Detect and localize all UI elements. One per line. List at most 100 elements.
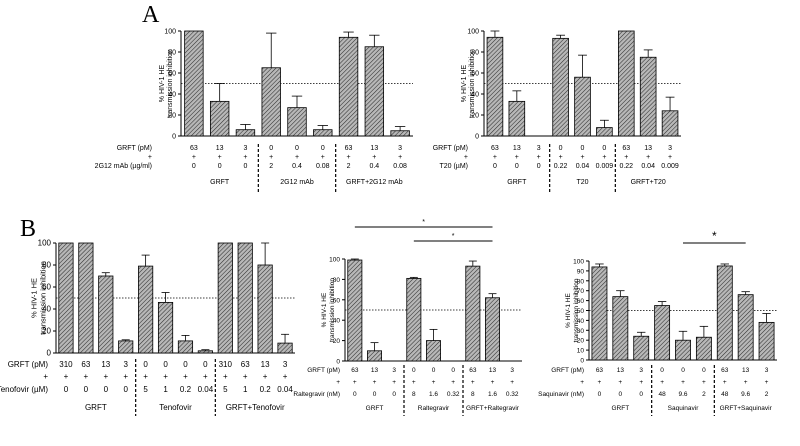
chart4-plus-cell: + — [432, 379, 436, 386]
chart5-bar — [612, 296, 629, 361]
chart3-row-label: Tenofovir (µM) — [0, 385, 48, 394]
chart3-y-tick-label: 0 — [47, 349, 52, 358]
chart5-row-label: GRFT (pM) — [551, 367, 584, 374]
chart3-plus-cell: + — [163, 372, 168, 381]
chart4-row1-cell: 0 — [432, 367, 436, 374]
chart5-y-tick-label: 60 — [577, 298, 585, 305]
chart1-y-tick-label: 60 — [168, 71, 176, 78]
chart1-plus-cell: + — [347, 154, 351, 161]
chart2-plus-cell: + — [537, 154, 541, 161]
chart4-y-axis-label: % HIV-1 HEtransmission inhibition — [321, 278, 336, 342]
chart3-plus-cell: + — [84, 372, 89, 381]
chart1-row1-cell: 13 — [370, 145, 378, 152]
chart5-row1-cell: 63 — [721, 367, 729, 374]
chart4-y-tick-label: 80 — [333, 277, 341, 284]
chart4-bar — [426, 340, 441, 362]
chart4-row2-cell: 0.32 — [506, 391, 519, 398]
chart3-row-plus: + — [43, 372, 48, 381]
chart2-row2-cell: 0.22 — [554, 163, 568, 170]
chart3-row2-cell: 0 — [84, 385, 89, 394]
chart3-row2-cell: 5 — [223, 385, 228, 394]
chart4-plus-cell: + — [510, 379, 514, 386]
chart3-row2-cell: 1 — [163, 385, 168, 394]
chart2-row1-cell: 63 — [622, 145, 630, 152]
chart4-bar — [465, 265, 481, 362]
chart4-group-label: GRFT — [366, 405, 384, 412]
chart5-y-tick-label: 30 — [577, 328, 585, 335]
chart3-row2-cell: 0.2 — [260, 385, 272, 394]
chart1-bar — [209, 100, 230, 137]
chart4-bar — [406, 277, 422, 362]
chart5-plus-cell: + — [660, 379, 664, 386]
chart3-row2-cell: 0 — [123, 385, 128, 394]
chart5-group-label: GRFT+Saquinavir — [720, 405, 773, 412]
chart1-plus-cell: + — [192, 154, 196, 161]
chart3-bar — [118, 340, 134, 354]
chart3-y-tick-label: 20 — [42, 327, 51, 336]
chart1-plus-cell: + — [321, 154, 325, 161]
chart1-row1-cell: 0 — [295, 145, 299, 152]
chart4-row2-cell: 1.6 — [429, 391, 438, 398]
chart1-row1-cell: 0 — [321, 145, 325, 152]
chart2-bar — [639, 56, 657, 137]
chart5-plus-cell: + — [598, 379, 602, 386]
chart3-plus-cell: + — [223, 372, 228, 381]
chart1-row1-cell: 3 — [398, 145, 402, 152]
chart1-row-label: GRFT (pM) — [117, 145, 152, 152]
chart3-y-tick-label: 80 — [42, 261, 51, 270]
chart1-bar — [184, 30, 204, 137]
chart4-row-plus: + — [336, 379, 340, 386]
chart4-y-tick-label: 0 — [336, 359, 340, 366]
panel-label-b: B — [20, 216, 37, 242]
chart2-row2-cell: 0.04 — [576, 163, 590, 170]
chart5-row2-cell: 2 — [702, 391, 706, 398]
chart3-row1-cell: 63 — [81, 360, 90, 369]
chart2-row1-cell: 13 — [644, 145, 652, 152]
chart3-bar — [197, 350, 213, 354]
chart3-plus-cell: + — [123, 372, 128, 381]
chart1-plus-cell: + — [398, 154, 402, 161]
chart4-row1-cell: 13 — [371, 367, 379, 374]
chart2-bar — [574, 76, 591, 137]
chart1-y-axis-label: % HIV-1 HEtransmission inhibition — [159, 49, 174, 118]
chart4-bar — [485, 297, 500, 362]
chart4-group-label: Raltegravir — [418, 405, 450, 412]
chart5-y-tick-label: 70 — [577, 288, 585, 295]
chart2-row-label: T20 (µM) — [439, 163, 468, 170]
chart4-plus-cell: + — [491, 379, 495, 386]
chart5-row1-cell: 0 — [660, 367, 664, 374]
chart2-row1-cell: 3 — [537, 145, 541, 152]
chart2-y-axis-label: % HIV-1 HEtransmission inhibition — [461, 49, 476, 118]
chart4-row1-cell: 0 — [412, 367, 416, 374]
chart4-row2-cell: 0 — [373, 391, 377, 398]
chart3-plus-cell: + — [243, 372, 248, 381]
chart1-y-tick-label: 40 — [168, 92, 176, 99]
chart3-bar — [217, 242, 233, 354]
chart5-plus-cell: + — [744, 379, 748, 386]
chart4-row1-cell: 3 — [392, 367, 396, 374]
chart2-bar — [508, 100, 526, 137]
chart1-y-tick-label: 100 — [164, 29, 176, 36]
chart4-row-label: GRFT (pM) — [307, 367, 340, 374]
chart1-row1-cell: 63 — [345, 145, 353, 152]
chart5-y-tick-label: 100 — [573, 259, 584, 266]
chart3-row2-cell: 5 — [143, 385, 148, 394]
chart1-plus-cell: + — [372, 154, 376, 161]
chart1-plus-cell: + — [218, 154, 222, 161]
chart3-bar — [157, 301, 174, 354]
chart2-plus-cell: + — [602, 154, 606, 161]
chart5-row2-cell: 0 — [639, 391, 643, 398]
chart3-row1-cell: 13 — [261, 360, 270, 369]
chart3-plus-cell: + — [283, 372, 288, 381]
chart4-row-label: Raltegravir (nM) — [293, 391, 340, 398]
chart1-row1-cell: 13 — [216, 145, 224, 152]
chart5-plus-cell: + — [681, 379, 685, 386]
chart5-y-tick-label: 10 — [577, 348, 585, 355]
chart5-row1-cell: 13 — [617, 367, 625, 374]
chart3-row2-cell: 0 — [104, 385, 109, 394]
chart5-bar — [737, 294, 754, 361]
chart2-y-tick-label: 100 — [467, 29, 479, 36]
chart3-bar — [277, 342, 293, 354]
chart2-row-plus: + — [464, 154, 468, 161]
